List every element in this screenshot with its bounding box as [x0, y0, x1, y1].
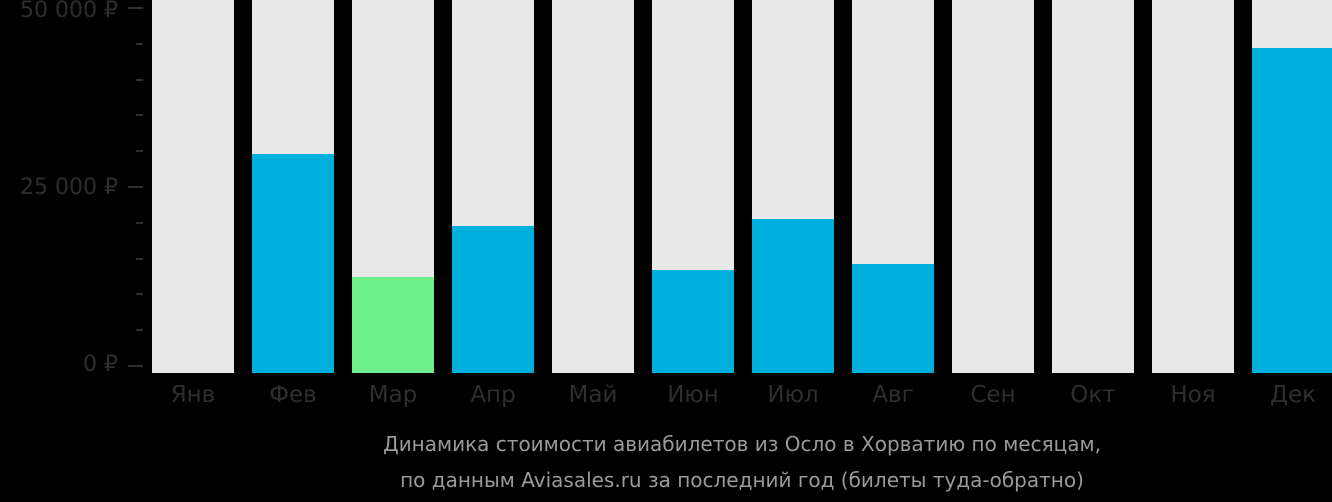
x-tick-label: Июл	[767, 382, 819, 408]
y-minor-tick	[136, 78, 143, 81]
bar-slot-3[interactable]	[352, 0, 434, 373]
bar-slot-7[interactable]	[752, 0, 834, 373]
y-minor-tick	[136, 293, 143, 296]
y-major-tick	[128, 186, 143, 188]
y-minor-tick	[136, 329, 143, 332]
bar-slot-6[interactable]	[652, 0, 734, 373]
bar-value[interactable]	[252, 154, 334, 373]
bar-value[interactable]	[452, 226, 534, 373]
x-tick-label: Сен	[970, 382, 1016, 408]
y-major-tick	[128, 7, 143, 9]
bar-slot-8[interactable]	[852, 0, 934, 373]
x-tick-label: Янв	[170, 382, 216, 408]
x-tick-label: Май	[568, 382, 618, 408]
bar-value[interactable]	[1252, 48, 1332, 373]
bar-slot-2[interactable]	[252, 0, 334, 373]
bar-slot-12[interactable]	[1252, 0, 1332, 373]
x-tick-label: Июн	[667, 382, 719, 408]
y-minor-tick	[136, 257, 143, 260]
bar-slot-11[interactable]	[1152, 0, 1234, 373]
chart-caption-line2: по данным Aviasales.ru за последний год …	[400, 468, 1084, 492]
y-minor-tick	[136, 221, 143, 224]
bar-value[interactable]	[752, 219, 834, 373]
bar-value[interactable]	[352, 277, 434, 373]
bar-slot-4[interactable]	[452, 0, 534, 373]
y-minor-tick	[136, 150, 143, 153]
x-tick-label: Окт	[1070, 382, 1116, 408]
bar-slot-1[interactable]	[152, 0, 234, 373]
bar-slot-9[interactable]	[952, 0, 1034, 373]
y-minor-tick	[136, 114, 143, 117]
bar-slot-10[interactable]	[1052, 0, 1134, 373]
y-tick-label-25000: 25 000 ₽	[20, 175, 118, 200]
y-tick-label-50000: 50 000 ₽	[20, 0, 118, 23]
y-major-tick	[128, 365, 143, 367]
x-tick-label: Дек	[1269, 382, 1316, 408]
y-tick-label-0: 0 ₽	[83, 352, 118, 377]
chart-caption-line1: Динамика стоимости авиабилетов из Осло в…	[383, 432, 1101, 456]
bar-value[interactable]	[852, 263, 934, 373]
x-tick-label: Фев	[269, 382, 317, 408]
x-tick-label: Ноя	[1170, 382, 1216, 408]
bar-value[interactable]	[652, 269, 734, 373]
x-tick-label: Авг	[872, 382, 914, 408]
x-tick-label: Мар	[368, 382, 418, 408]
x-tick-label: Апр	[470, 382, 516, 408]
bar-slot-5[interactable]	[552, 0, 634, 373]
y-minor-tick	[136, 42, 143, 45]
